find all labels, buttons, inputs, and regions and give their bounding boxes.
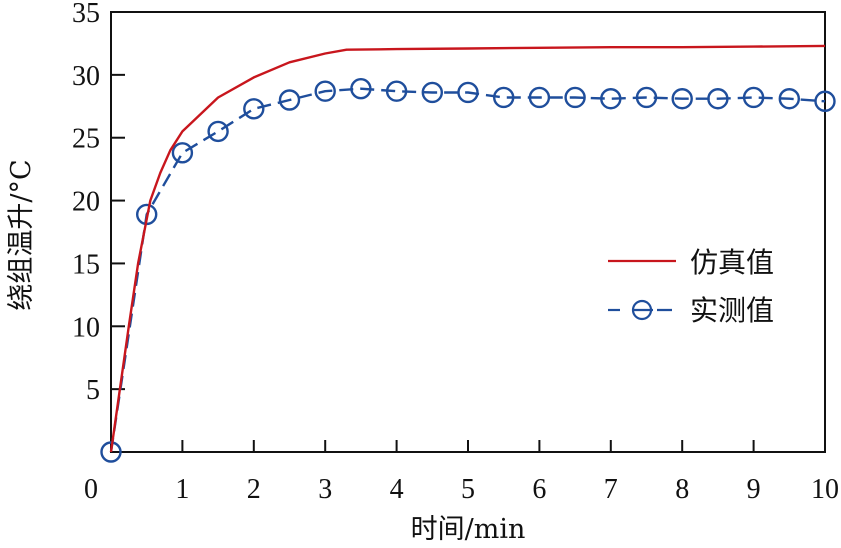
data-point-marker [100,441,122,463]
legend-item-measured: 实测值 [608,294,774,327]
y-tick-label: 20 [72,187,100,218]
x-tick-label: 7 [604,474,618,505]
x-tick-label: 6 [532,474,546,505]
data-point-marker [493,86,515,109]
legend-item-simulated: 仿真值 [608,246,774,279]
plot-frame [110,11,826,453]
y-tick-label: 10 [72,312,100,343]
x-tick-label: 10 [811,474,839,505]
x-axis-title: 时间/min [411,514,526,545]
data-point-marker [171,142,194,164]
series-layer [100,44,836,463]
data-point-marker [707,88,729,110]
series-simulated-line [109,44,826,453]
data-point-marker [635,86,658,109]
data-point-marker [671,88,693,110]
x-tick-label: 2 [247,474,261,505]
x-tick-label: 3 [318,474,332,505]
y-tick-label: 35 [72,0,100,29]
x-tick-label: 1 [175,474,189,505]
x-tick-label: 4 [390,474,404,505]
x-tick-label: 9 [747,474,761,505]
data-point-marker [564,86,586,109]
y-axis-title: 绕组温升/°C [6,159,37,310]
legend-label: 实测值 [690,294,774,327]
y-tick-label: 5 [86,375,100,406]
data-point-marker [385,80,408,102]
x-tick-label: 0 [84,474,98,505]
legend: 仿真值 实测值 [608,246,774,327]
data-point-marker [421,81,443,104]
data-point-marker [314,80,336,102]
data-point-marker [243,98,265,120]
x-tick-label: 5 [461,474,475,505]
data-point-marker [278,89,301,111]
plot-border [110,11,826,453]
data-point-marker [600,88,622,110]
y-tick-label: 30 [72,61,100,92]
y-tick-label: 25 [72,124,100,155]
y-tick-label: 15 [72,249,100,280]
data-point-marker [350,77,372,100]
data-point-marker [528,86,551,109]
data-point-marker [778,88,800,110]
series-measured-line [109,87,826,453]
data-point-marker [207,120,229,143]
legend-label: 仿真值 [690,246,774,279]
data-point-marker [742,86,765,109]
y-axis-ticks: 5 10 15 20 25 30 35 [72,0,125,406]
data-point-marker [814,90,836,112]
x-axis-ticks: 0 1 2 3 4 5 6 7 8 9 10 [84,440,839,505]
x-tick-label: 8 [675,474,689,505]
data-point-marker [457,81,479,104]
